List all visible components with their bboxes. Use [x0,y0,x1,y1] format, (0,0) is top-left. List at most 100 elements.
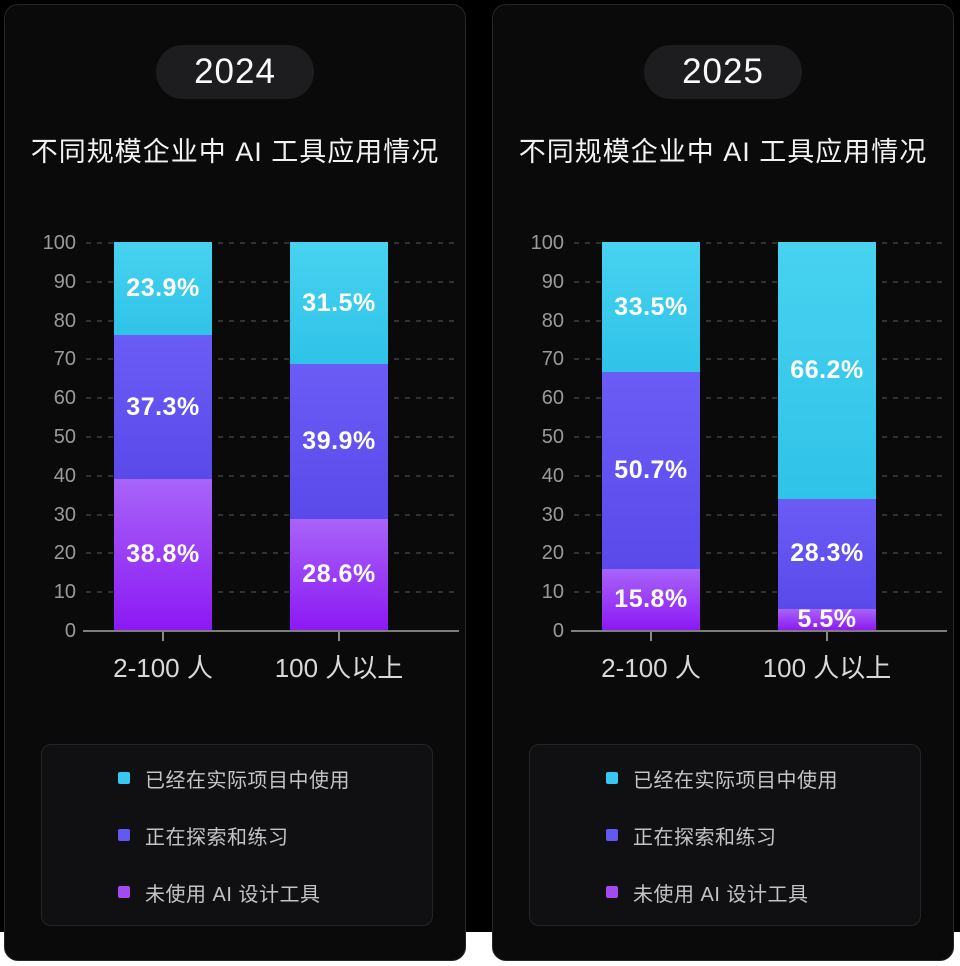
legend-swatch-icon [606,886,618,898]
y-tick-label: 10 [541,581,564,604]
segment-value-label: 28.6% [302,560,376,589]
legend-swatch-icon [606,772,618,784]
year-badge: 2024 [156,45,314,99]
gridline-40 [86,474,456,477]
y-tick-label: 30 [53,503,76,526]
segment-value-label: 15.8% [614,584,688,613]
gridline-60 [86,397,456,400]
gridline-60 [574,397,944,400]
stacked-bar-100 人以上: 28.6% 39.9% 31.5% [290,242,388,630]
segment-used: 66.2% [778,242,876,499]
gridline-80 [574,319,944,322]
y-tick-label: 20 [541,542,564,565]
segment-value-label: 50.7% [614,455,688,484]
segment-value-label: 23.9% [126,273,200,302]
chart-title: 不同规模企业中 AI 工具应用情况 [30,137,440,167]
legend-item-not_used: 未使用 AI 设计工具 [606,878,920,907]
legend-item-not_used: 未使用 AI 设计工具 [118,878,432,907]
x-tick-mark [162,632,164,641]
gridline-10 [86,591,456,594]
segment-not_used: 5.5% [778,605,876,633]
year-badge-text: 2024 [194,52,276,91]
x-tick-mark [826,632,828,641]
gridline-50 [86,436,456,438]
x-axis-line [571,630,947,632]
gridline-90 [574,280,944,283]
y-tick-label: 30 [541,503,564,526]
x-category-label: 100 人以上 [274,653,404,683]
y-tick-label: 90 [53,270,76,293]
segment-value-label: 66.2% [790,355,864,384]
y-tick-label: 100 [42,232,76,254]
year-badge-text: 2025 [682,52,764,91]
legend-swatch-icon [118,886,130,898]
year-badge: 2025 [644,45,802,99]
x-axis-line [83,630,459,632]
segment-value-label: 37.3% [126,392,200,421]
gridline-30 [574,513,944,516]
legend-box: 已经在实际项目中使用 正在探索和练习未使用 AI 设计工具 [529,744,921,926]
gridline-80 [86,319,456,322]
segment-exploring: 50.7% [602,372,700,569]
y-tick-label: 40 [53,464,76,487]
gridline-20 [86,552,456,555]
x-category-label: 2-100 人 [113,653,213,683]
legend-item-label: 正在探索和练习 [145,826,289,849]
chart-title: 不同规模企业中 AI 工具应用情况 [518,137,928,167]
x-tick-mark [650,632,652,641]
stacked-bar-2-100 人: 15.8% 50.7% 33.5% [602,242,700,630]
y-tick-label: 90 [541,270,564,293]
legend-item-label: 已经在实际项目中使用 [145,769,350,792]
segment-not_used: 15.8% [602,568,700,630]
stacked-bar-100 人以上: 5.5% 28.3% 66.2% [778,242,876,633]
segment-value-label: 39.9% [302,427,376,456]
y-tick-label: 10 [53,581,76,604]
legend-item-used: 已经在实际项目中使用 [118,764,432,793]
segment-value-label: 38.8% [126,540,200,569]
segment-value-label: 5.5% [797,604,857,633]
y-tick-label: 50 [53,426,76,448]
legend-swatch-icon [118,829,130,841]
gridline-30 [86,513,456,516]
gridline-20 [574,552,944,555]
stacked-bar-2-100 人: 38.8% 37.3% 23.9% [114,242,212,630]
legend-item-label: 正在探索和练习 [633,826,777,849]
y-tick-label: 40 [541,464,564,487]
y-tick-label: 20 [53,542,76,565]
segment-exploring: 37.3% [114,334,212,480]
plot-area: 0 10 20 30 40 50 60 70 80 90 100 15.8% 50.7% 33.5% 2-1… [531,233,947,683]
segment-used: 33.5% [602,242,700,372]
legend-item-label: 未使用 AI 设计工具 [633,883,809,906]
legend-swatch-icon [118,772,130,784]
segment-value-label: 31.5% [302,288,376,317]
y-tick-label: 70 [541,348,564,371]
legend-item-used: 已经在实际项目中使用 [606,764,920,793]
gridline-100 [86,242,456,244]
gridline-40 [574,474,944,477]
gridline-10 [574,591,944,594]
segment-exploring: 39.9% [290,364,388,520]
segment-not_used: 28.6% [290,519,388,630]
plot-area: 0 10 20 30 40 50 60 70 80 90 100 38.8% 37.3% 23.9% 2-1… [43,233,459,683]
x-category-label: 2-100 人 [601,653,701,683]
x-category-label: 100 人以上 [762,653,892,683]
legend-item-label: 未使用 AI 设计工具 [145,883,321,906]
gridline-50 [574,436,944,438]
y-tick-label: 0 [64,620,76,642]
y-tick-label: 80 [53,309,76,332]
legend-item-label: 已经在实际项目中使用 [633,769,838,792]
panel-2025: 2025 不同规模企业中 AI 工具应用情况 0 10 20 30 40 50 60 70 80… [492,4,954,961]
y-tick-label: 60 [541,387,564,410]
gridline-70 [86,358,456,361]
segment-exploring: 28.3% [778,498,876,609]
panel-2024: 2024 不同规模企业中 AI 工具应用情况 0 10 20 30 40 50 60 70 80… [4,4,466,961]
gridline-90 [86,280,456,283]
legend-swatch-icon [606,829,618,841]
y-tick-label: 50 [541,426,564,448]
segment-used: 31.5% [290,242,388,365]
y-tick-label: 80 [541,309,564,332]
segment-not_used: 38.8% [114,479,212,630]
segment-value-label: 28.3% [790,539,864,568]
gridline-100 [574,242,944,244]
y-tick-label: 100 [530,232,564,254]
